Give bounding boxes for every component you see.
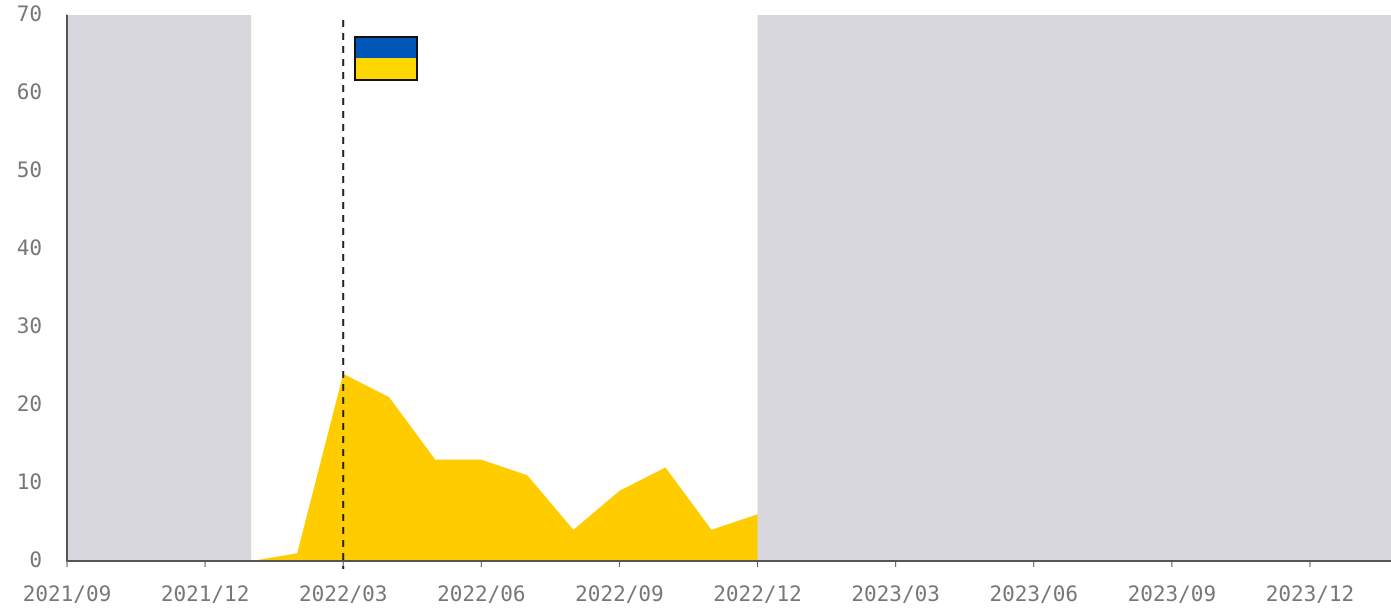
x-tick-label: 2021/09 bbox=[23, 582, 112, 606]
flag-blue bbox=[355, 37, 417, 58]
y-tick-label: 70 bbox=[17, 2, 42, 26]
area bbox=[67, 373, 1356, 561]
x-tick-label: 2022/09 bbox=[575, 582, 664, 606]
x-tick-label: 2023/03 bbox=[851, 582, 940, 606]
flag-yellow bbox=[355, 58, 417, 80]
x-tick-label: 2023/09 bbox=[1128, 582, 1217, 606]
x-tick-label: 2021/12 bbox=[161, 582, 250, 606]
y-tick-label: 50 bbox=[17, 158, 42, 182]
x-tick-label: 2023/12 bbox=[1266, 582, 1355, 606]
x-tick-label: 2023/06 bbox=[989, 582, 1078, 606]
y-tick-label: 60 bbox=[17, 80, 42, 104]
y-tick-label: 30 bbox=[17, 314, 42, 338]
shade-layer bbox=[67, 15, 1391, 561]
shaded-period bbox=[757, 15, 1391, 561]
shaded-period bbox=[67, 15, 252, 561]
x-tick-label: 2022/03 bbox=[299, 582, 388, 606]
x-tick-label: 2022/06 bbox=[437, 582, 526, 606]
y-tick-label: 40 bbox=[17, 236, 42, 260]
y-tick-label: 20 bbox=[17, 392, 42, 416]
x-tick-label: 2022/12 bbox=[713, 582, 802, 606]
flag bbox=[354, 36, 418, 81]
y-tick-label: 10 bbox=[17, 470, 42, 494]
flag-border bbox=[354, 36, 418, 81]
y-tick-label: 0 bbox=[29, 548, 42, 572]
mark-layer bbox=[67, 373, 1356, 561]
